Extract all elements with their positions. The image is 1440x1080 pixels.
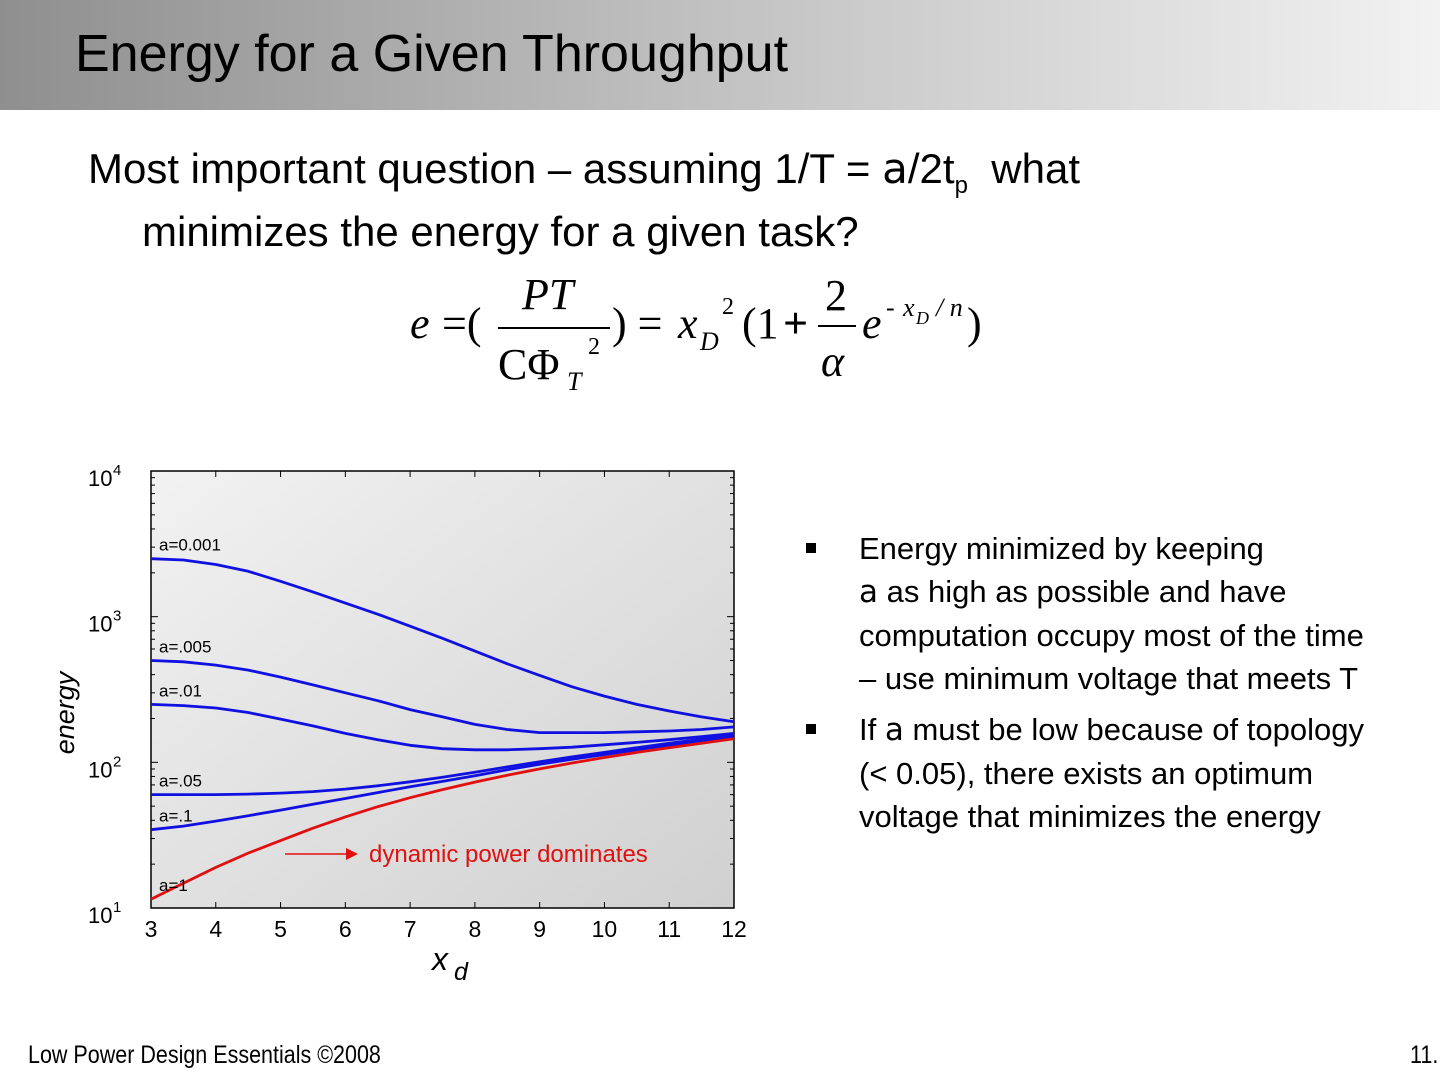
y-tick-label-base: 10 <box>88 903 112 928</box>
formula-numerator: PT <box>521 270 577 319</box>
x-axis-label-sub: d <box>454 958 469 986</box>
page-number: 11. <box>1410 1041 1439 1069</box>
x-tick-label: 8 <box>468 916 481 942</box>
formula-frac-den: α <box>821 337 845 386</box>
formula-den-sup: 2 <box>588 334 600 360</box>
annotation-text: dynamic power dominates <box>369 841 648 868</box>
bullet-square-icon <box>806 543 816 553</box>
y-axis-label: energy <box>50 670 80 754</box>
formula-exp-sub: D <box>915 308 929 328</box>
y-tick-label-exp: 4 <box>113 462 121 479</box>
formula-exp-minus: - <box>886 293 895 322</box>
y-tick-label-exp: 1 <box>113 899 121 916</box>
x-tick-label: 10 <box>592 916 618 942</box>
energy-formula: e =( PT CΦ T 2 ) = x D 2 (1 + 2 α e - x … <box>410 270 982 396</box>
formula-x: x <box>677 299 698 348</box>
series-label: a=1 <box>159 876 188 895</box>
formula-eq2: ) = <box>612 299 662 348</box>
alpha-symbol: a <box>882 144 908 193</box>
formula-plus: + <box>783 299 808 348</box>
bullet-item: Energy minimized by keeping a as high as … <box>806 527 1366 700</box>
formula-x-sub: D <box>699 327 719 356</box>
series-label: a=0.001 <box>159 536 221 555</box>
formula-exp-x: x <box>902 293 915 322</box>
annotation-arrowhead <box>346 848 358 860</box>
intro-text-c: what <box>967 145 1080 192</box>
x-tick-label: 12 <box>721 916 747 942</box>
x-tick-labels: 3 4 5 6 7 8 9 10 11 12 <box>145 916 747 942</box>
bullet-square-icon <box>806 724 816 734</box>
bullet-text-continued: must be low because of topology (< 0.05)… <box>859 712 1364 834</box>
y-tick-label-exp: 2 <box>113 753 121 770</box>
formula-paren-open: (1 <box>742 299 779 348</box>
slide-title: Energy for a Given Throughput <box>75 25 789 83</box>
series-label: a=.005 <box>159 638 211 657</box>
series-label: a=.01 <box>159 681 202 700</box>
formula-eq1: =( <box>442 299 481 348</box>
formula-x-sup: 2 <box>722 294 734 320</box>
y-tick-label-base: 10 <box>88 612 112 637</box>
title-bar: Energy for a Given Throughput <box>0 0 1440 110</box>
intro-text-b: /2t <box>907 145 955 192</box>
bullet-text: Energy minimized by keeping <box>859 531 1264 566</box>
series-line <box>150 659 735 735</box>
formula-e: e <box>410 299 430 348</box>
x-tick-label: 5 <box>274 916 287 942</box>
y-tick-label-exp: 3 <box>113 608 121 625</box>
formula-exp-rest: / n <box>934 293 963 322</box>
y-tick-label-base: 10 <box>88 466 112 491</box>
series-line <box>150 557 735 724</box>
series-line <box>150 737 735 901</box>
bullet-list: Energy minimized by keeping a as high as … <box>806 527 1366 846</box>
x-tick-label: 9 <box>533 916 546 942</box>
intro-line-2: minimizes the energy for a given task? <box>142 208 859 255</box>
footer-copyright: Low Power Design Essentials ©2008 <box>28 1041 381 1069</box>
series-label: a=.1 <box>159 807 193 826</box>
intro-text-a: Most important question – assuming 1/T = <box>88 145 883 192</box>
x-tick-label: 11 <box>657 916 681 942</box>
x-axis-label: x <box>430 941 449 977</box>
formula-paren-close: ) <box>967 299 982 348</box>
formula-den-sub: T <box>567 367 583 396</box>
bullet-text-continued: as high as possible and have computation… <box>859 574 1364 696</box>
y-tick-label-base: 10 <box>88 757 112 782</box>
bullet-text: If <box>859 712 885 747</box>
bullet-item: If a must be low because of topology (< … <box>806 708 1366 838</box>
intro-subscript: p <box>954 172 968 199</box>
series-line <box>150 735 735 832</box>
series-label: a=.05 <box>159 772 202 791</box>
formula-frac-num: 2 <box>825 271 847 320</box>
series-lines <box>150 557 735 901</box>
x-tick-label: 4 <box>209 916 222 942</box>
alpha-symbol: a <box>859 574 878 610</box>
series-labels: a=0.001 a=.005 a=.01 a=.05 a=.1 a=1 <box>159 536 221 895</box>
series-line <box>151 734 735 797</box>
x-tick-label: 7 <box>404 916 417 942</box>
formula-e2: e <box>862 299 882 348</box>
x-tick-label: 6 <box>339 916 352 942</box>
formula-denominator: CΦ <box>498 340 560 389</box>
axis-ticks <box>150 470 735 909</box>
x-tick-label: 3 <box>145 916 158 942</box>
alpha-symbol: a <box>884 712 904 748</box>
intro-question: Most important question – assuming 1/T =… <box>88 146 1388 255</box>
plot-area <box>150 470 735 909</box>
series-line <box>150 703 735 752</box>
